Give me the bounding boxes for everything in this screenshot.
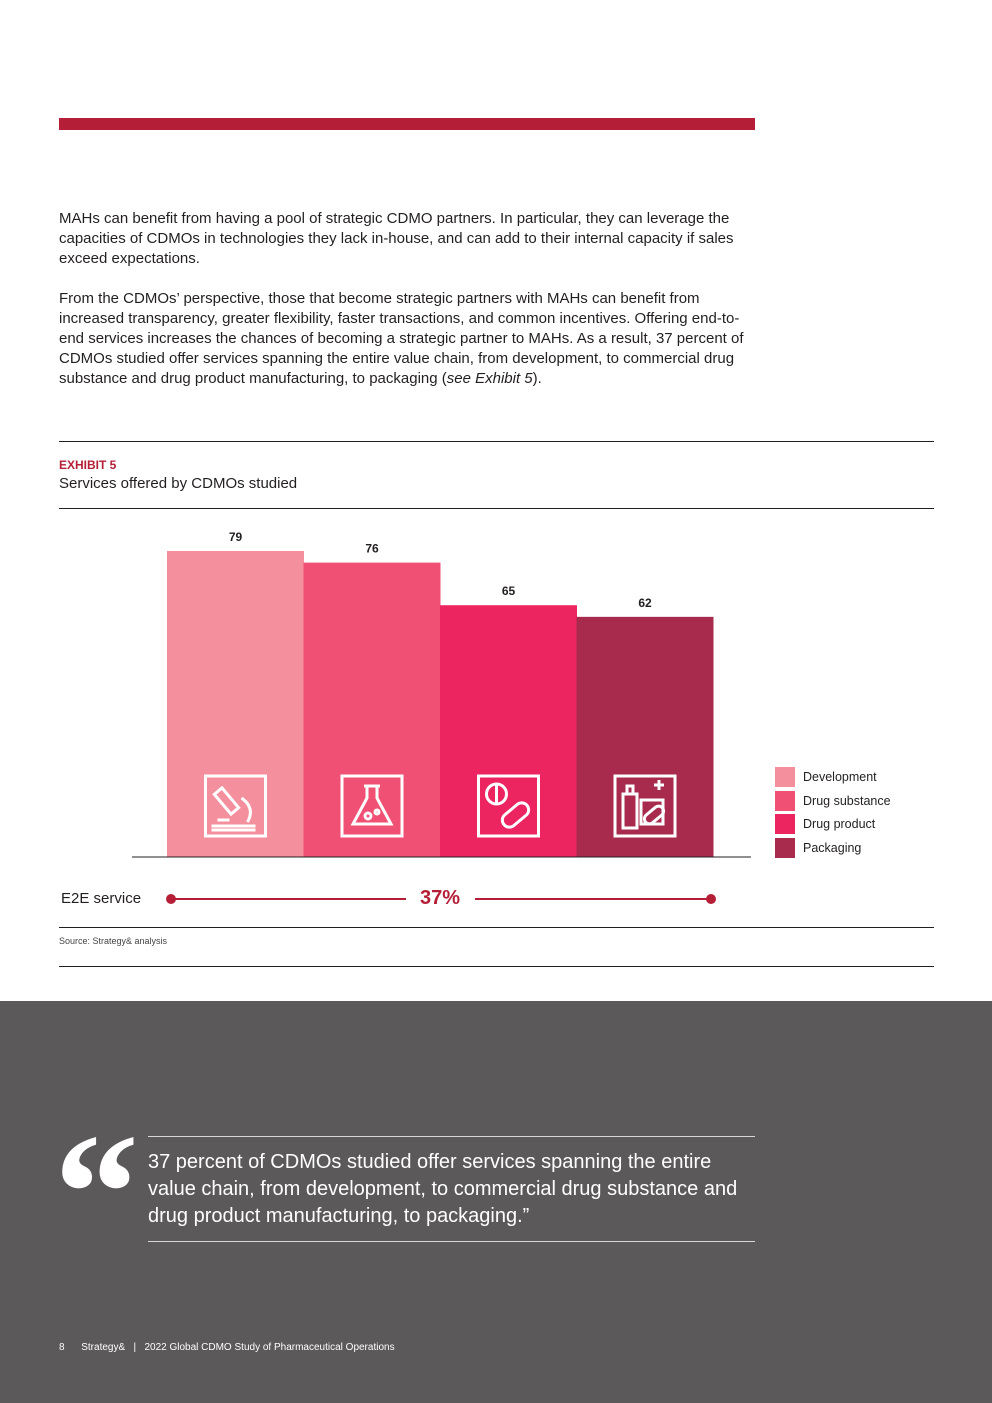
footer-separator: | (133, 1342, 137, 1353)
bar-value-label: 79 (229, 530, 243, 544)
quote-top-rule (148, 1136, 755, 1137)
pull-quote: 37 percent of CDMOs studied offer servic… (148, 1151, 738, 1227)
chart-legend: Development Drug substance Drug product Pac… (775, 767, 891, 861)
legend-item: Packaging (775, 837, 891, 858)
legend-item: Development (775, 767, 891, 787)
legend-swatch (775, 767, 795, 787)
legend-label: Drug substance (803, 793, 891, 808)
bar-value-label: 76 (365, 542, 379, 556)
quote-bottom-rule (148, 1241, 755, 1242)
legend-label: Development (803, 770, 877, 784)
paragraph-text-end: ). (532, 370, 542, 387)
footer-brand: Strategy& (81, 1342, 126, 1353)
exhibit-top-rule (59, 441, 934, 442)
e2e-dot-right (706, 894, 716, 904)
bar-value-label: 65 (502, 584, 516, 598)
legend-swatch (775, 837, 795, 858)
microscope-icon (204, 774, 267, 838)
bar-drug-product (440, 605, 577, 857)
medicine-package-icon (613, 774, 677, 838)
paragraph-text: From the CDMOs’ perspective, those that … (59, 290, 744, 387)
header-accent-bar (59, 118, 755, 130)
footer-publication: 2022 Global CDMO Study of Pharmaceutical… (144, 1342, 395, 1353)
legend-label: Packaging (803, 840, 862, 855)
legend-swatch (775, 790, 795, 811)
bar-value-label: 62 (638, 596, 652, 610)
legend-label: Drug product (803, 817, 876, 831)
page-number: 8 (59, 1342, 65, 1353)
bar-drug-substance (303, 562, 441, 857)
section-end-rule (59, 966, 934, 967)
page-footer: 8 Strategy& | 2022 Global CDMO Study of … (59, 1342, 395, 1353)
quote-panel (0, 1001, 992, 1403)
body-paragraph-1: MAHs can benefit from having a pool of s… (59, 210, 734, 267)
flask-icon (340, 774, 404, 838)
quote-mark-icon: “ (54, 1099, 139, 1287)
exhibit-title-rule (59, 508, 934, 509)
exhibit-label: EXHIBIT 5 (59, 458, 117, 472)
pills-icon (477, 774, 540, 838)
e2e-label: E2E service (61, 890, 142, 907)
e2e-bracket: 37% (166, 887, 716, 909)
e2e-percentage: 37% (420, 887, 460, 909)
exhibit-reference: see Exhibit 5 (446, 370, 533, 387)
body-paragraph-2: From the CDMOs’ perspective, those that … (59, 289, 759, 389)
bar-chart: 79 76 65 62 37% (132, 530, 751, 909)
source-note: Source: Strategy& analysis (59, 936, 168, 946)
legend-item: Drug substance (775, 790, 891, 811)
legend-swatch (775, 814, 795, 834)
legend-item: Drug product (775, 814, 891, 834)
exhibit-bottom-rule (59, 927, 934, 928)
exhibit-title: Services offered by CDMOs studied (59, 475, 298, 492)
e2e-dot-left (166, 894, 176, 904)
